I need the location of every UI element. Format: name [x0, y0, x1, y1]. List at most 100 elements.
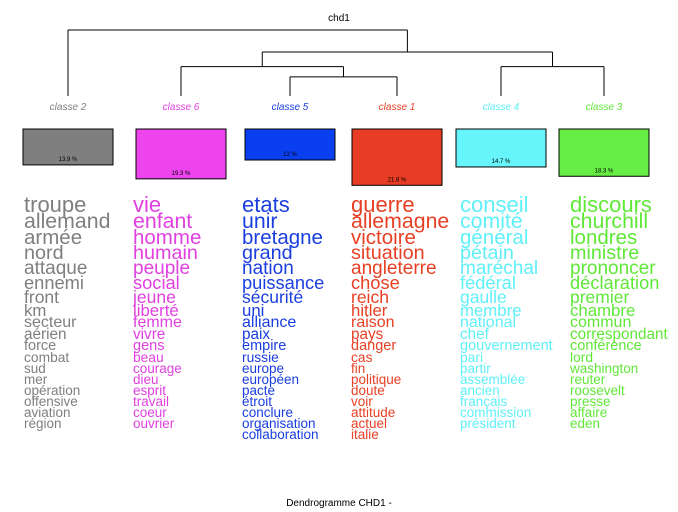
class-word: front: [24, 287, 60, 307]
word-column: etats unir bretagne grand nation puissance séc…: [242, 196, 346, 494]
class-word: enfant: [133, 209, 193, 233]
class-size-box: [558, 128, 650, 177]
class-word: churchill: [570, 209, 649, 233]
class-word: homme: [133, 226, 202, 249]
class-percent-label: 12 %: [283, 152, 297, 158]
class-word: km: [24, 301, 47, 320]
class-percent-label: 19.3 %: [172, 171, 191, 177]
class-word: partir: [460, 361, 491, 376]
class-word: français: [460, 394, 508, 409]
class-word: pétain: [460, 242, 514, 264]
class-word: reuter: [570, 372, 606, 387]
class-size-box: [351, 128, 443, 186]
class-word: raison: [351, 314, 395, 331]
class-word: voir: [351, 394, 373, 409]
class-word: ouvrier: [133, 416, 175, 431]
class-word: président: [460, 416, 516, 431]
class-word: force: [24, 338, 57, 354]
class-word: gouvernement: [460, 338, 553, 354]
class-size-box: [22, 128, 114, 166]
word-column: guerre allemagne victoire situation angleter…: [351, 196, 455, 494]
class-word: sud: [24, 361, 46, 376]
class-word: collaboration: [242, 427, 319, 442]
class-percent-label: 13.9 %: [59, 157, 78, 163]
class-word: attaque: [24, 258, 88, 279]
class-word: empire: [242, 338, 287, 354]
class-word: coeur: [133, 405, 167, 420]
class-word: ennemi: [24, 272, 84, 293]
class-word: armée: [24, 226, 83, 249]
class-word: travail: [133, 394, 170, 409]
class-word: assemblée: [460, 372, 526, 387]
class-word: femme: [133, 314, 182, 331]
word-column: conseil comité général pétain maréchal fédéra…: [460, 196, 568, 494]
class-label: classe 1: [379, 102, 416, 113]
class-word: déclaration: [570, 272, 660, 293]
class-word: combat: [24, 350, 70, 365]
class-word: pacte: [242, 383, 276, 398]
class-word: social: [133, 272, 180, 293]
class-word: conclure: [242, 405, 294, 420]
class-word: lord: [570, 350, 594, 365]
class-word: commun: [570, 314, 632, 331]
class-word: conseil: [460, 196, 529, 217]
class-word: alliance: [242, 314, 297, 331]
class-word: cas: [351, 350, 373, 365]
class-word: chose: [351, 272, 400, 293]
class-word: guerre: [351, 196, 415, 217]
class-word: etats: [242, 196, 290, 217]
class-word: conférence: [570, 338, 642, 354]
class-word: comité: [460, 209, 523, 233]
class-label: classe 4: [483, 102, 520, 113]
class-word: beau: [133, 350, 164, 365]
class-word: dieu: [133, 372, 159, 387]
class-word: paix: [242, 326, 271, 343]
class-size-box: [135, 128, 227, 180]
class-label: classe 3: [586, 102, 623, 113]
class-word: nord: [24, 242, 64, 264]
class-word: commission: [460, 405, 532, 420]
class-word: allemand: [24, 209, 111, 233]
class-word: gaulle: [460, 287, 507, 307]
class-word: presse: [570, 394, 611, 409]
class-word: pays: [351, 326, 384, 343]
class-word: peuple: [133, 258, 191, 279]
class-word: reich: [351, 287, 389, 307]
class-word: russie: [242, 350, 279, 365]
class-word: situation: [351, 242, 425, 264]
class-word: uni: [242, 301, 265, 320]
class-word: aviation: [24, 405, 71, 420]
class-word: mer: [24, 372, 48, 387]
class-word: sécurité: [242, 287, 304, 307]
class-word: italie: [351, 427, 379, 442]
class-word: troupe: [24, 196, 87, 217]
class-word: humain: [133, 242, 198, 264]
class-word: maréchal: [460, 258, 539, 279]
class-word: europe: [242, 361, 285, 376]
class-word: victoire: [351, 226, 416, 249]
class-word: opération: [24, 383, 81, 398]
class-word: prononcer: [570, 258, 656, 279]
class-word: affaire: [570, 405, 608, 420]
class-word: correspondant: [570, 326, 668, 343]
class-word: danger: [351, 338, 397, 354]
word-column: discours churchill londres ministre prononce…: [570, 196, 676, 494]
class-word: washington: [570, 361, 639, 376]
class-word: ancien: [460, 383, 500, 398]
class-word: puissance: [242, 272, 325, 293]
class-word: national: [460, 314, 517, 331]
class-word: fin: [351, 361, 366, 376]
class-word: secteur: [24, 314, 77, 331]
class-word: gens: [133, 338, 165, 354]
class-word: bretagne: [242, 226, 323, 249]
class-word: attitude: [351, 405, 396, 420]
chart-footer: Dendrogramme CHD1 -: [286, 498, 392, 509]
class-labels: classe 2 classe 6 classe 5 classe 1 classe 4…: [50, 102, 623, 113]
class-label: classe 5: [272, 102, 309, 113]
class-word: ministre: [570, 242, 640, 264]
class-word: eden: [570, 416, 601, 431]
class-word: vie: [133, 196, 162, 217]
class-word: londres: [570, 226, 638, 249]
dendrogram-tree: [67, 29, 605, 96]
